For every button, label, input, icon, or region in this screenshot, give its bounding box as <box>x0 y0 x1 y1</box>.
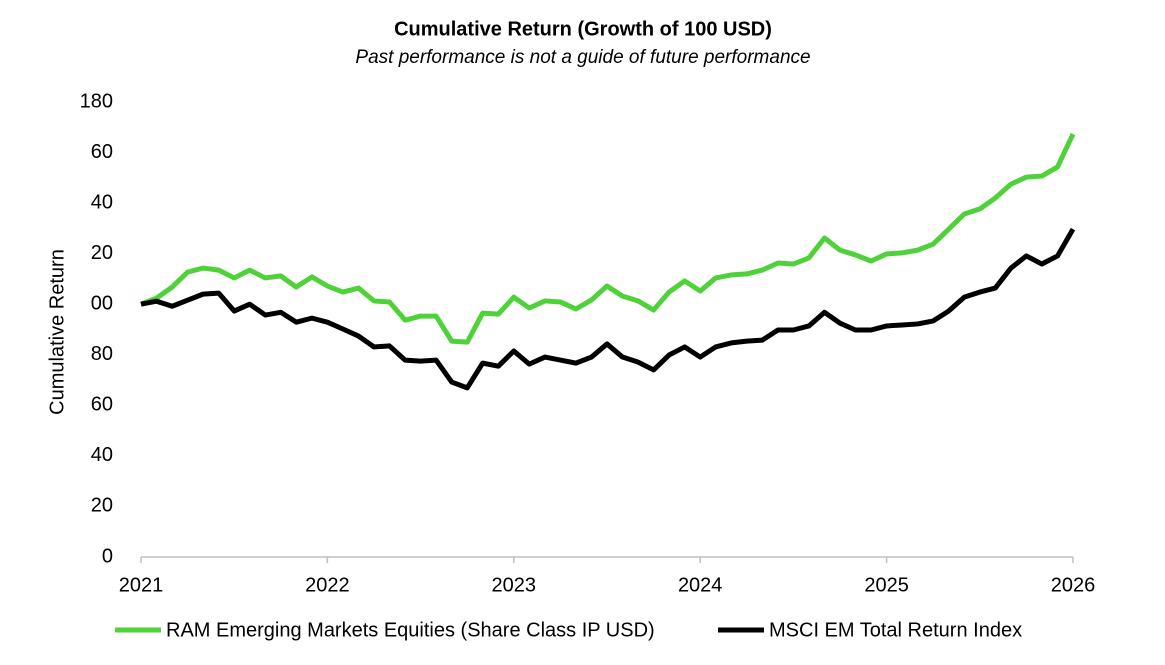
y-tick-label: 0 <box>102 545 113 567</box>
x-tick-label: 2022 <box>305 574 350 596</box>
x-tick-label: 2024 <box>678 574 723 596</box>
y-tick-label: 80 <box>91 343 113 365</box>
y-tick-label: 40 <box>91 191 113 213</box>
legend-label: RAM Emerging Markets Equities (Share Cla… <box>166 619 655 641</box>
chart-subtitle: Past performance is not a guide of futur… <box>355 47 810 68</box>
y-tick-label: 20 <box>91 242 113 264</box>
y-tick-label: 60 <box>91 141 113 163</box>
y-tick-label: 60 <box>91 394 113 416</box>
chart-title: Cumulative Return (Growth of 100 USD) <box>394 18 772 40</box>
x-tick-label: 2025 <box>864 574 909 596</box>
series-line <box>140 133 1076 345</box>
y-tick-label: 180 <box>80 90 113 112</box>
y-tick-label: 00 <box>91 293 113 315</box>
series-line <box>140 227 1076 391</box>
x-tick-label: 2021 <box>119 574 164 596</box>
y-axis-label: Cumulative Return <box>46 249 68 415</box>
legend-label: MSCI EM Total Return Index <box>769 619 1022 641</box>
y-tick-label: 20 <box>91 495 113 517</box>
x-tick-label: 2026 <box>1051 574 1096 596</box>
y-tick-label: 40 <box>91 444 113 466</box>
x-tick-label: 2023 <box>492 574 537 596</box>
